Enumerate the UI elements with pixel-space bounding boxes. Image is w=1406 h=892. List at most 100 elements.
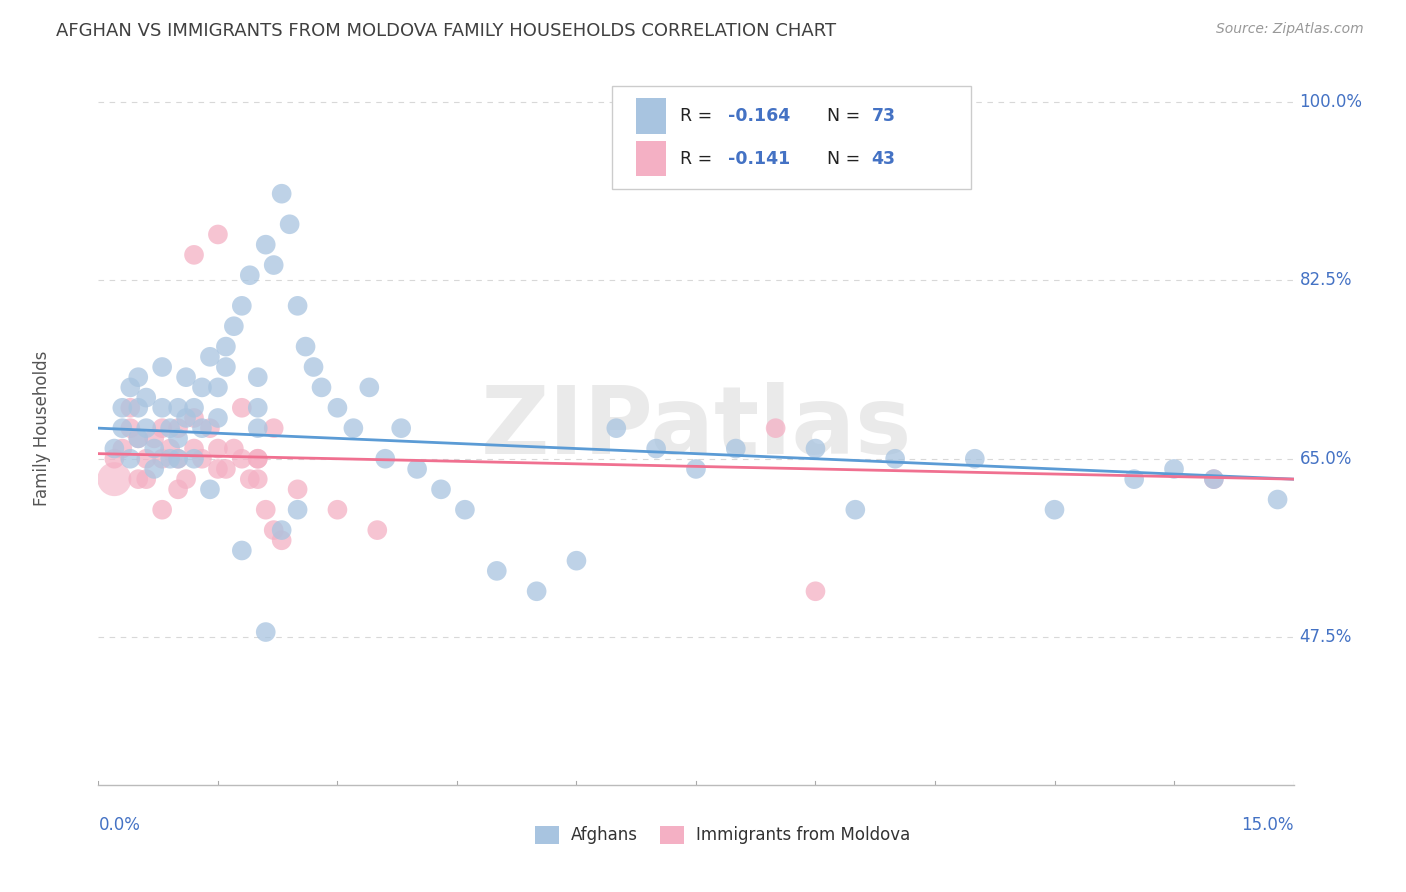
Point: [215, 462, 238, 476]
Text: 65.0%: 65.0%: [1299, 450, 1353, 467]
Text: -0.141: -0.141: [728, 150, 790, 168]
Point: [254, 237, 277, 252]
Point: [239, 268, 262, 283]
Point: [804, 584, 827, 599]
Point: [605, 421, 627, 435]
Point: [135, 451, 157, 466]
Text: Immigrants from Moldova: Immigrants from Moldova: [696, 826, 910, 844]
Point: [270, 533, 292, 548]
Point: [167, 451, 190, 466]
Point: [150, 421, 173, 435]
Point: [111, 421, 134, 435]
Point: [222, 442, 245, 456]
Point: [198, 350, 221, 364]
Point: [1202, 472, 1225, 486]
Point: [167, 401, 190, 415]
Point: [246, 401, 269, 415]
Point: [724, 442, 747, 456]
Point: [359, 380, 381, 394]
Text: AFGHAN VS IMMIGRANTS FROM MOLDOVA FAMILY HOUSEHOLDS CORRELATION CHART: AFGHAN VS IMMIGRANTS FROM MOLDOVA FAMILY…: [56, 22, 837, 40]
Point: [844, 502, 866, 516]
Point: [135, 421, 157, 435]
Point: [120, 401, 142, 415]
Point: [143, 462, 166, 476]
Point: [120, 451, 142, 466]
Point: [270, 523, 292, 537]
Point: [103, 472, 125, 486]
Point: [207, 462, 229, 476]
Point: [127, 472, 149, 486]
Point: [294, 340, 316, 354]
Point: [1267, 492, 1289, 507]
Point: [183, 248, 205, 262]
Point: [685, 462, 707, 476]
Point: [127, 370, 149, 384]
Text: 47.5%: 47.5%: [1299, 628, 1353, 646]
Text: R =: R =: [681, 150, 718, 168]
Point: [207, 227, 229, 242]
Point: [270, 186, 292, 201]
Text: 100.0%: 100.0%: [1299, 93, 1362, 111]
Point: [231, 401, 253, 415]
Point: [103, 451, 125, 466]
Point: [287, 483, 309, 497]
Point: [191, 380, 214, 394]
Point: [167, 421, 190, 435]
Text: 15.0%: 15.0%: [1241, 815, 1294, 833]
Point: [326, 401, 349, 415]
Point: [215, 340, 238, 354]
Point: [246, 451, 269, 466]
Point: [191, 421, 214, 435]
Point: [159, 421, 181, 435]
Bar: [637, 141, 666, 177]
Point: [884, 451, 907, 466]
Point: [430, 483, 453, 497]
Point: [150, 359, 173, 374]
Point: [263, 258, 285, 272]
Text: 43: 43: [872, 150, 896, 168]
Point: [287, 502, 309, 516]
Point: [287, 299, 309, 313]
Point: [645, 442, 668, 456]
Point: [231, 299, 253, 313]
Text: 82.5%: 82.5%: [1299, 271, 1353, 289]
Point: [311, 380, 333, 394]
Text: 0.0%: 0.0%: [98, 815, 141, 833]
Point: [167, 483, 190, 497]
Point: [198, 483, 221, 497]
Point: [765, 421, 787, 435]
Point: [150, 451, 173, 466]
Point: [222, 319, 245, 334]
Point: [174, 370, 197, 384]
Point: [526, 584, 548, 599]
Point: [127, 431, 149, 445]
Text: N =: N =: [828, 107, 866, 125]
Point: [231, 543, 253, 558]
Point: [183, 411, 205, 425]
Point: [120, 421, 142, 435]
Point: [143, 431, 166, 445]
Point: [159, 442, 181, 456]
Point: [342, 421, 364, 435]
Point: [150, 502, 173, 516]
Point: [263, 523, 285, 537]
Point: [135, 472, 157, 486]
Text: R =: R =: [681, 107, 718, 125]
Point: [183, 442, 205, 456]
Text: 73: 73: [872, 107, 896, 125]
Point: [366, 523, 388, 537]
Point: [374, 451, 396, 466]
Point: [143, 442, 166, 456]
Point: [183, 401, 205, 415]
Point: [135, 391, 157, 405]
Point: [191, 451, 214, 466]
Point: [167, 451, 190, 466]
Point: [246, 421, 269, 435]
Point: [254, 502, 277, 516]
Point: [215, 359, 238, 374]
Point: [278, 217, 301, 231]
Point: [127, 401, 149, 415]
Bar: [637, 98, 666, 134]
Point: [159, 451, 181, 466]
Point: [326, 502, 349, 516]
